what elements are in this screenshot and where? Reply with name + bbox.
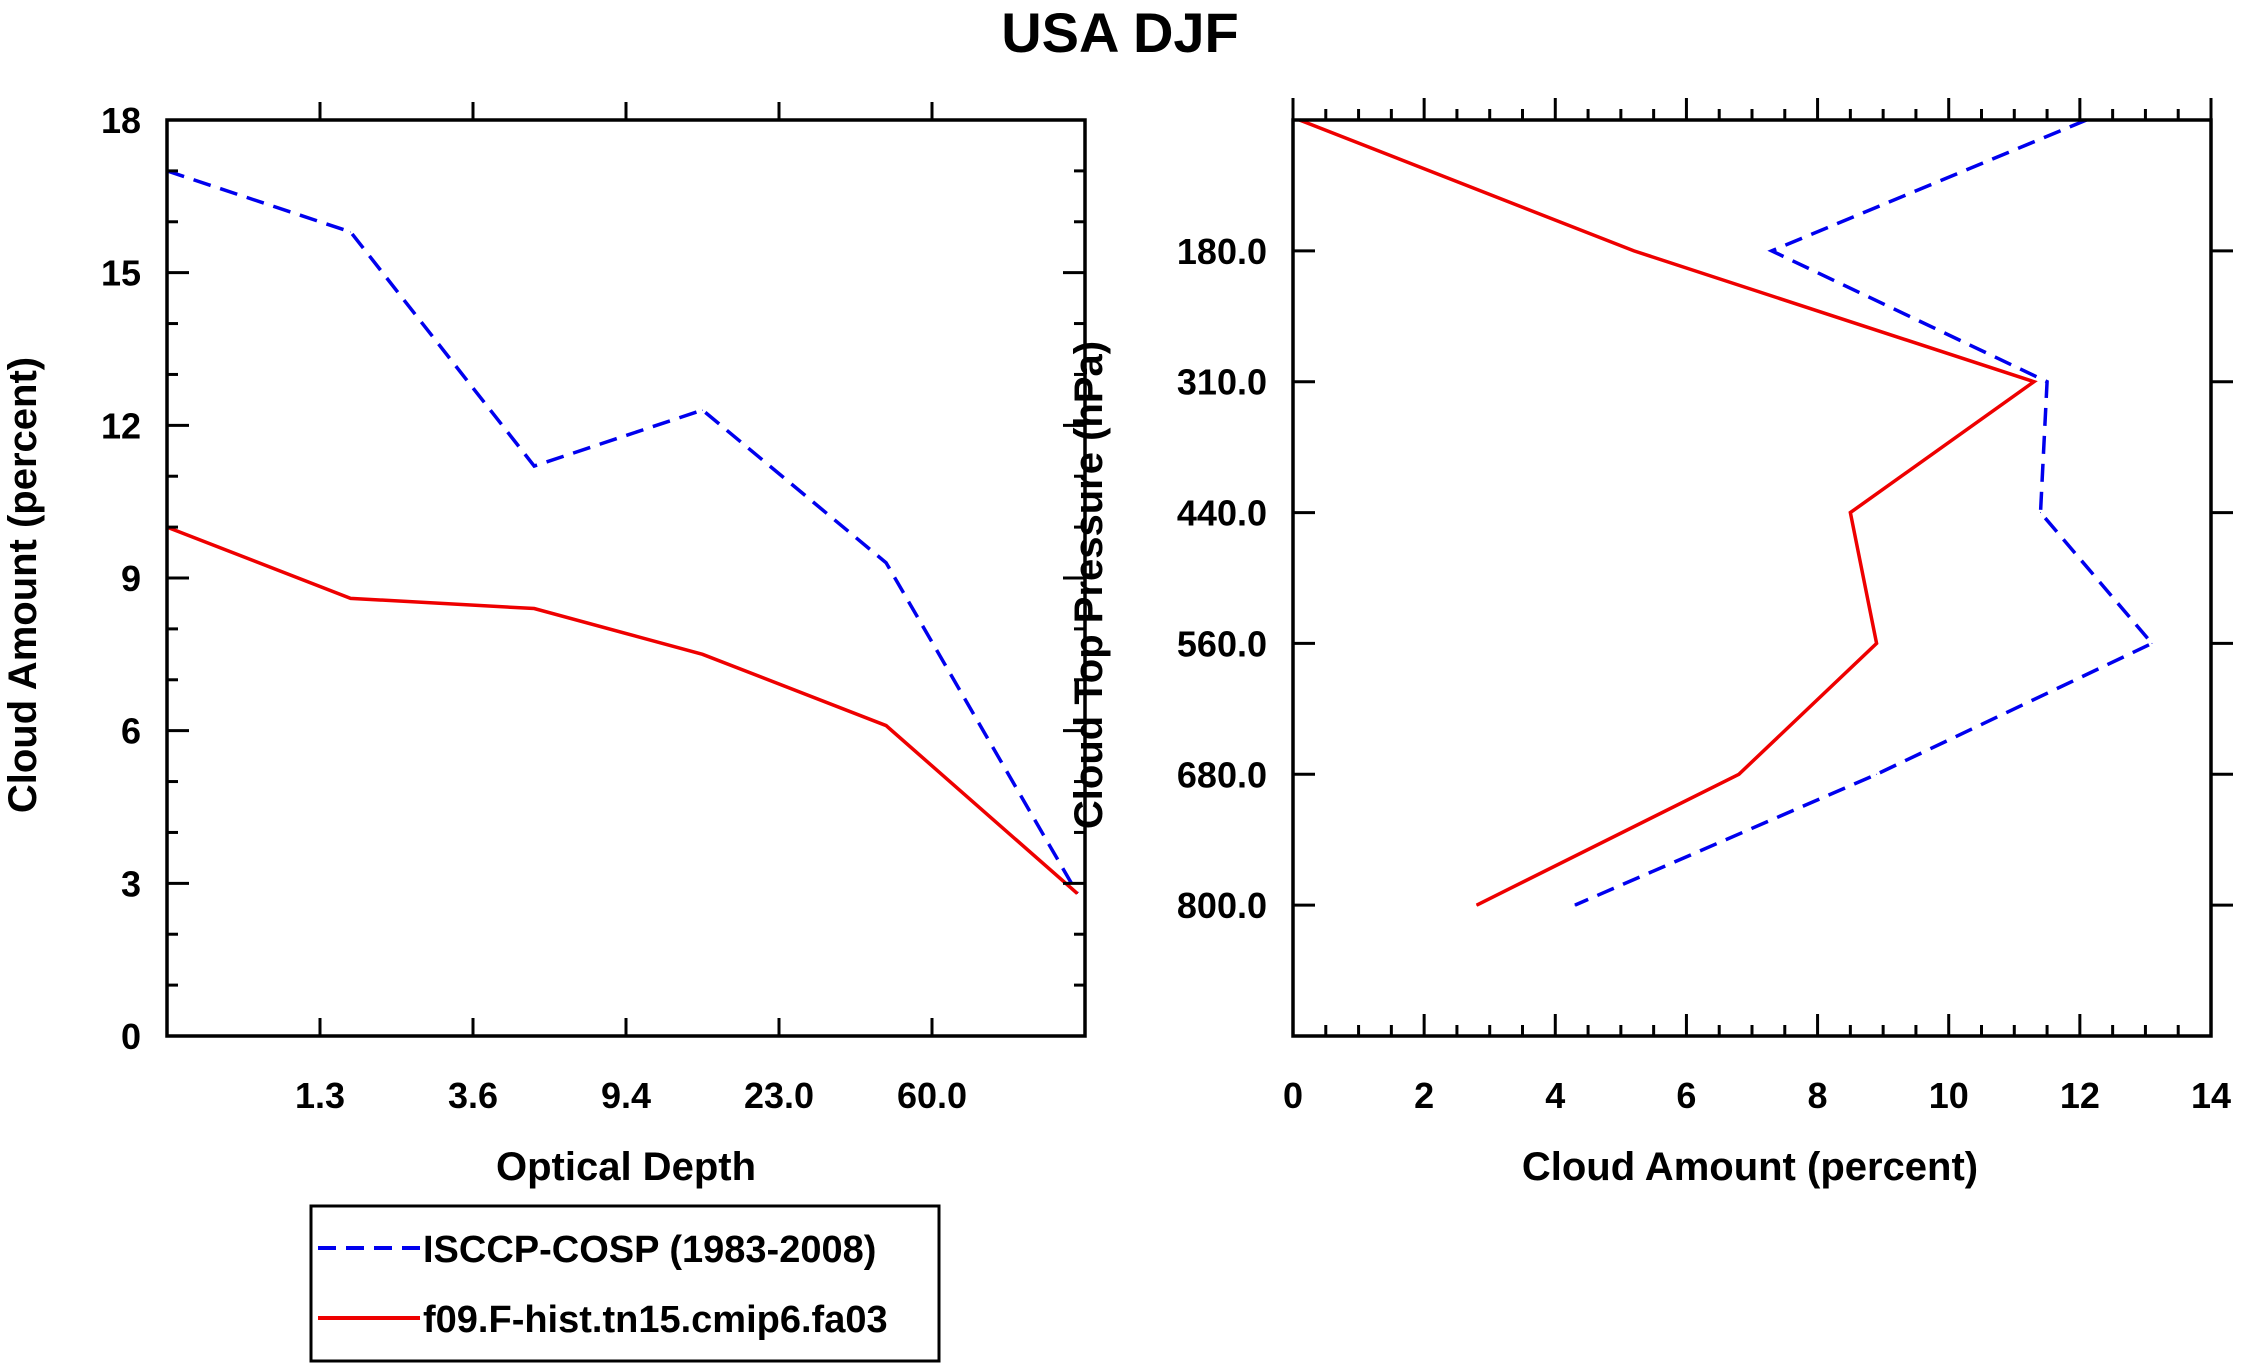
right-x-tick-label: 6 — [1676, 1075, 1696, 1116]
right-x-tick-label: 2 — [1414, 1075, 1434, 1116]
legend-label-obs: ISCCP-COSP (1983-2008) — [423, 1229, 876, 1271]
right-y-tick-label: 310.0 — [1177, 362, 1267, 403]
right-y-axis-label: Cloud Top Pressure (hPa) — [1067, 341, 1111, 829]
legend-label-model: f09.F-hist.tn15.cmip6.fa03 — [423, 1299, 888, 1341]
right-plot-frame — [1291, 118, 2213, 1038]
left-y-tick-label: 18 — [101, 100, 141, 141]
right-x-tick-label: 4 — [1545, 1075, 1565, 1116]
left-data-point — [533, 465, 535, 467]
left-x-tick-label: 60.0 — [897, 1075, 967, 1116]
right-x-tick-label: 8 — [1808, 1075, 1828, 1116]
left-data-point — [1076, 893, 1078, 895]
right-data-point — [2046, 381, 2048, 383]
right-series-line-model — [1298, 118, 2038, 907]
right-x-tick-label: 0 — [1283, 1075, 1303, 1116]
left-x-tick-label: 3.6 — [448, 1075, 498, 1116]
left-x-tick-label: 1.3 — [295, 1075, 345, 1116]
right-data-point — [1574, 904, 1576, 906]
right-y-tick-label: 180.0 — [1177, 231, 1267, 272]
right-y-tick-label: 560.0 — [1177, 623, 1267, 664]
left-plot-frame — [165, 118, 1087, 1038]
right-y-tick-label: 440.0 — [1177, 493, 1267, 534]
left-x-tick-label: 23.0 — [744, 1075, 814, 1116]
right-data-point — [1633, 250, 1635, 252]
right-y-tick-label: 680.0 — [1177, 754, 1267, 795]
right-x-tick-label: 12 — [2060, 1075, 2100, 1116]
right-data-point — [2033, 381, 2035, 383]
right-panel: 0 2 4 6 8 10 12 14 180.0 310.0 440.0 560.0 680.0 800.… — [1177, 98, 2233, 1116]
right-data-point — [1771, 250, 1773, 252]
left-data-point — [702, 653, 703, 655]
right-data-point — [1476, 904, 1478, 906]
right-data-point — [1738, 773, 1740, 775]
left-y-axis-label: Cloud Amount (percent) — [1, 357, 45, 813]
left-data-point — [350, 597, 352, 599]
figure-title: USA DJF — [1001, 1, 1239, 64]
left-y-tick-label: 3 — [121, 863, 141, 904]
right-x-tick-label: 10 — [1929, 1075, 1969, 1116]
right-y-tick-label: 800.0 — [1177, 885, 1267, 926]
right-x-axis-label: Cloud Amount (percent) — [1522, 1145, 1978, 1189]
left-data-point — [533, 608, 535, 610]
right-data-point — [2151, 642, 2153, 644]
left-y-tick-label: 12 — [101, 405, 141, 446]
right-data-point — [1876, 642, 1878, 644]
left-y-tick-label: 6 — [121, 711, 141, 752]
left-y-tick-label: 0 — [121, 1016, 141, 1057]
right-data-point — [1849, 512, 1851, 514]
legend: ISCCP-COSP (1983-2008) f09.F-hist.tn15.c… — [309, 1204, 941, 1363]
right-series-line-obs — [1574, 118, 2155, 907]
left-series-line-obs — [166, 169, 1079, 895]
left-y-tick-label: 15 — [101, 253, 141, 294]
left-series-line-model — [166, 525, 1079, 895]
left-data-point — [702, 409, 703, 411]
left-x-tick-label: 9.4 — [601, 1075, 651, 1116]
legend-box — [309, 1204, 941, 1363]
left-x-axis-label: Optical Depth — [496, 1145, 756, 1189]
right-x-tick-label: 14 — [2191, 1075, 2231, 1116]
left-y-tick-label: 9 — [121, 558, 141, 599]
right-data-point — [1876, 773, 1878, 775]
left-data-point — [885, 725, 887, 727]
left-data-point — [885, 562, 887, 564]
right-data-point — [2040, 512, 2042, 514]
left-data-point — [350, 231, 352, 233]
left-panel: 0 3 6 9 12 15 18 1.3 3.6 9.4 23.0 60.0 — [101, 100, 1087, 1116]
